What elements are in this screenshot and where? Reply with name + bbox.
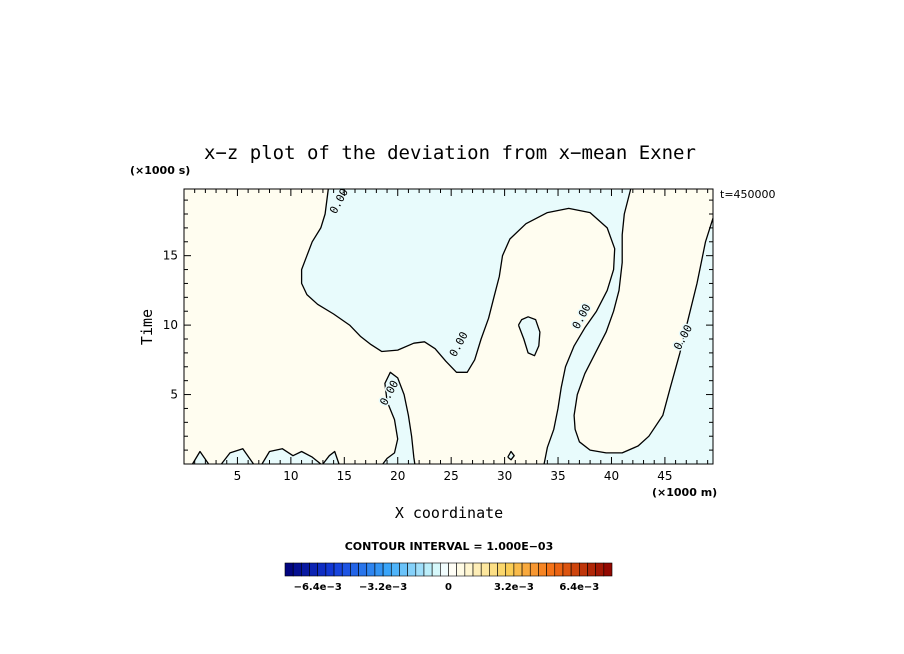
colorbar-tick-label: 0 xyxy=(445,582,452,593)
colorbar-bin xyxy=(489,562,498,577)
colorbar-bin xyxy=(333,562,343,577)
x-tick-label: 10 xyxy=(283,469,298,483)
colorbar-bin xyxy=(513,562,523,577)
colorbar-bin xyxy=(603,562,613,577)
colorbar-bin xyxy=(472,562,482,577)
x-tick-label: 20 xyxy=(390,469,405,483)
colorbar-bin xyxy=(350,562,359,577)
colorbar xyxy=(284,562,613,577)
colorbar-bin xyxy=(309,562,318,577)
colorbar-tick-label: 3.2e−3 xyxy=(494,582,534,593)
colorbar-bin xyxy=(407,562,417,577)
colorbar-bin xyxy=(538,562,547,577)
colorbar-bin xyxy=(570,562,580,577)
colorbar-bin xyxy=(317,562,327,577)
colorbar-bin xyxy=(448,562,457,577)
colorbar-bin xyxy=(366,562,376,577)
y-unit-label: (×1000 s) xyxy=(130,164,190,177)
x-tick-label: 5 xyxy=(234,469,242,483)
colorbar-bin xyxy=(554,562,564,577)
x-unit-label: (×1000 m) xyxy=(652,486,717,499)
colorbar-bin xyxy=(578,562,588,577)
colorbar-bin xyxy=(480,562,490,577)
colorbar-bin xyxy=(521,562,531,577)
colorbar-tick-labels: −6.4e−3 −3.2e−3 0 3.2e−3 6.4e−3 xyxy=(294,582,600,593)
contour-regions xyxy=(192,189,713,464)
zero-contour-6 xyxy=(507,450,515,461)
colorbar-bin xyxy=(529,562,539,577)
colorbar-bin xyxy=(456,562,466,577)
colorbar-bin xyxy=(382,562,392,577)
colorbar-bin xyxy=(431,562,441,577)
zero-contour-5 xyxy=(322,450,340,465)
x-tick-label: 15 xyxy=(337,469,352,483)
zero-contour-2 xyxy=(517,316,541,357)
zero-contour-3 xyxy=(191,448,255,465)
colorbar-tick-label: −3.2e−3 xyxy=(359,582,407,593)
negative-region-2 xyxy=(518,316,540,356)
chart-title: x−z plot of the deviation from x−mean Ex… xyxy=(204,142,696,164)
zero-contour-4 xyxy=(261,448,322,465)
x-tick-label: 45 xyxy=(657,469,672,483)
axis-ticks xyxy=(184,189,713,464)
colorbar-bin xyxy=(587,562,596,577)
colorbar-bin xyxy=(562,562,572,577)
colorbar-bin xyxy=(358,562,368,577)
y-axis-label: Time xyxy=(138,309,156,345)
y-tick-label: 5 xyxy=(170,388,178,402)
colorbar-bin xyxy=(415,562,425,577)
colorbar-bin xyxy=(341,562,351,577)
negative-region-1 xyxy=(382,372,415,464)
plot-frame xyxy=(183,188,714,465)
time-stamp: t=450000 xyxy=(720,188,776,201)
negative-region-5 xyxy=(322,451,339,464)
negative-region-3 xyxy=(192,448,254,464)
colorbar-bin xyxy=(399,562,408,577)
zero-contour-1 xyxy=(382,371,416,465)
negative-region-4 xyxy=(262,448,321,464)
colorbar-bin xyxy=(546,562,556,577)
zero-contour-0 xyxy=(300,188,714,465)
colorbar-bin xyxy=(390,562,400,577)
contour-interval-text: CONTOUR INTERVAL = 1.000E−03 xyxy=(345,540,554,553)
x-tick-label: 30 xyxy=(497,469,512,483)
colorbar-bin xyxy=(440,562,449,577)
x-tick-label: 35 xyxy=(550,469,565,483)
x-axis-label: X coordinate xyxy=(395,504,503,522)
negative-region-0 xyxy=(301,189,713,464)
colorbar-bin xyxy=(292,562,302,577)
x-tick-label: 40 xyxy=(604,469,619,483)
colorbar-bin xyxy=(325,562,335,577)
colorbar-tick-label: 6.4e−3 xyxy=(559,582,599,593)
colorbar-bin xyxy=(505,562,515,577)
y-tick-label: 15 xyxy=(163,249,178,263)
zero-contour-lines xyxy=(191,188,714,465)
y-tick-label: 10 xyxy=(163,318,178,332)
x-tick-label: 25 xyxy=(444,469,459,483)
colorbar-bin xyxy=(464,562,474,577)
colorbar-bin xyxy=(423,562,433,577)
colorbar-bin xyxy=(301,562,310,577)
colorbar-tick-label: −6.4e−3 xyxy=(294,582,342,593)
colorbar-bin xyxy=(374,562,384,577)
colorbar-bin xyxy=(595,562,605,577)
colorbar-bin xyxy=(497,562,507,577)
colorbar-bin xyxy=(284,562,294,577)
axis-tick-labels: 5 10 15 20 25 30 35 40 45 5 10 15 xyxy=(163,249,673,483)
